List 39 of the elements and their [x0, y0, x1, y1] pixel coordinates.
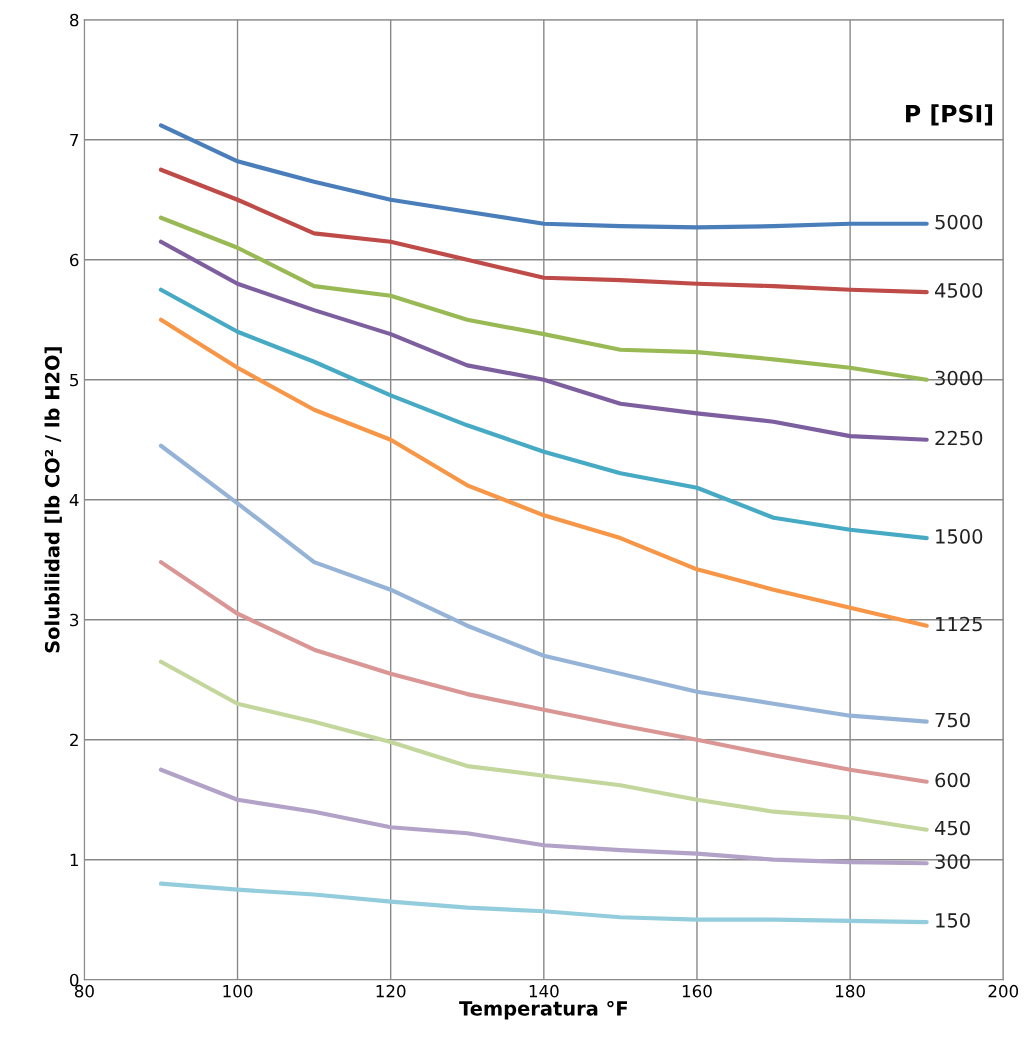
series-label: 150	[936, 913, 970, 928]
x-tick-label: 120	[376, 984, 406, 998]
line-series	[158, 659, 929, 832]
x-tick-label: 180	[836, 984, 865, 998]
y-tick-label: 2	[70, 733, 78, 747]
series-label: 750	[935, 712, 970, 728]
x-tick-label: 200	[988, 984, 1019, 998]
y-tick-label: 3	[70, 613, 79, 627]
x-tick-label: 100	[223, 984, 253, 998]
line-series	[158, 167, 929, 295]
series-label: 450	[935, 820, 970, 836]
y-axis-title: Solubilidad [lb CO² / lb H2O]	[44, 347, 62, 653]
y-tick-label: 5	[70, 373, 79, 387]
line-series	[158, 443, 929, 724]
y-tick-label: 6	[70, 253, 79, 267]
series-label: 1125	[936, 616, 982, 632]
series-label: 2250	[935, 430, 983, 446]
line-series	[158, 123, 929, 230]
x-axis-title: Temperatura °F	[459, 1000, 627, 1020]
series-label: 1500	[936, 529, 983, 544]
line-series	[158, 767, 929, 866]
line-series	[158, 317, 929, 628]
series-label: 3000	[935, 370, 983, 386]
series-label: 5000	[935, 214, 983, 230]
y-tick-label: 8	[70, 13, 79, 27]
y-tick-label: 1	[70, 853, 78, 867]
x-tick-label: 140	[529, 984, 559, 998]
x-tick-label: 160	[682, 984, 712, 998]
y-tick-label: 7	[70, 133, 79, 147]
line-series	[158, 881, 929, 925]
line-series	[158, 239, 929, 442]
line-series	[158, 560, 929, 784]
line-series	[158, 287, 929, 541]
legend-title: P [PSI]	[906, 104, 993, 126]
series-label: 300	[935, 854, 970, 869]
y-tick-label: 4	[69, 493, 79, 507]
series-label: 600	[935, 772, 970, 788]
series-label: 4500	[935, 283, 983, 298]
line-series	[158, 215, 929, 382]
